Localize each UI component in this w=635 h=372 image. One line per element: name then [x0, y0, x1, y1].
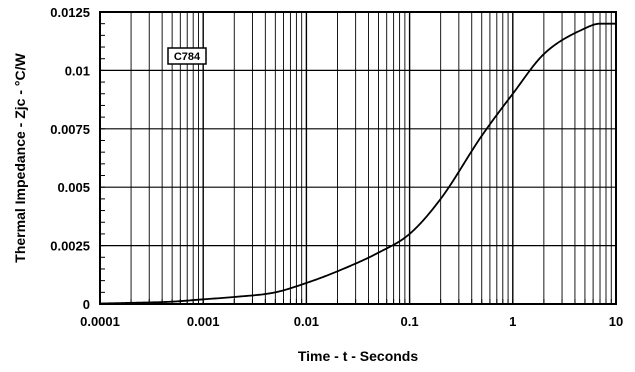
- y-tick-label: 0.01: [65, 63, 90, 78]
- series-line: [99, 22, 616, 305]
- x-tick-label: 10: [609, 314, 623, 329]
- y-tick-label: 0.005: [57, 180, 90, 195]
- y-tick-label: 0.0125: [50, 5, 90, 20]
- y-axis-title: Thermal Impedance - Zjc - °C/W: [12, 53, 28, 263]
- annotation-box-frame: [167, 47, 207, 65]
- x-axis-title: Time - t - Seconds: [298, 348, 419, 364]
- annotation-label: C784: [174, 51, 201, 63]
- x-tick-label: 1: [509, 314, 516, 329]
- plot-frame: [99, 11, 617, 305]
- x-tick-labels: 0.0001 0.001 0.01 0.1 1 10: [80, 314, 623, 329]
- x-tick-label: 0.001: [187, 314, 220, 329]
- y-tick-labels: 0 0.0025 0.005 0.0075 0.01 0.0125: [50, 5, 90, 312]
- x-tick-label: 0.1: [401, 314, 419, 329]
- y-tick-label: 0.0075: [50, 122, 90, 137]
- annotation-box: C784: [167, 47, 207, 65]
- y-tick-label: 0.0025: [50, 239, 90, 254]
- y-tick-label: 0: [83, 297, 90, 312]
- x-tick-label: 0.01: [294, 314, 319, 329]
- x-tick-label: 0.0001: [80, 314, 120, 329]
